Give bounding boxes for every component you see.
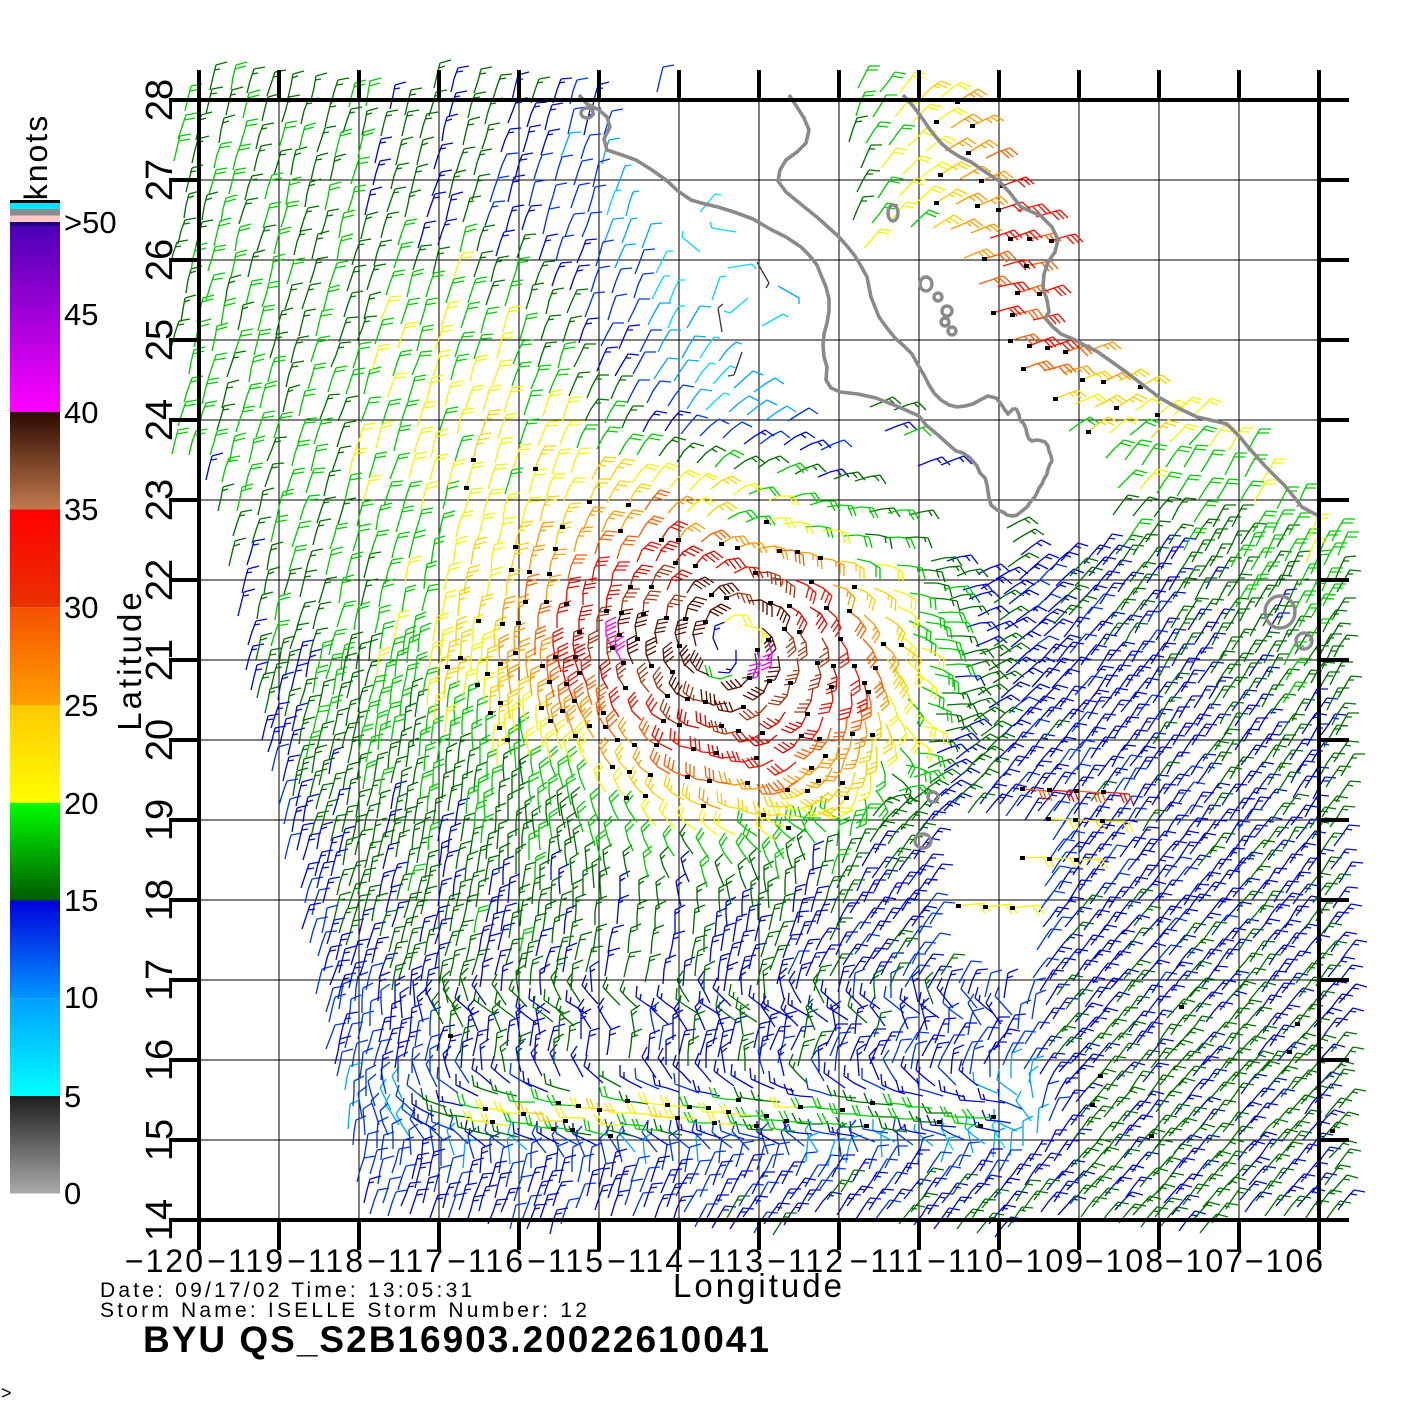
svg-text:BYU QS_S2B16903.20022610041: BYU QS_S2B16903.20022610041 — [143, 1319, 771, 1360]
svg-text:−110: −110 — [927, 1243, 1005, 1279]
svg-text:23: 23 — [139, 479, 181, 521]
svg-text:25: 25 — [64, 688, 98, 723]
svg-text:25: 25 — [139, 319, 181, 361]
svg-text:Storm Name: ISELLE Storm: Storm Name: ISELLE Storm Number: 12 — [100, 1299, 590, 1322]
svg-text:26: 26 — [139, 239, 181, 281]
svg-text:−119: −119 — [207, 1243, 285, 1279]
svg-text:−112: −112 — [767, 1243, 845, 1279]
svg-text:20: 20 — [139, 719, 181, 761]
svg-text:−107: −107 — [1165, 1243, 1245, 1279]
svg-text:15: 15 — [139, 1119, 181, 1161]
svg-text:30: 30 — [64, 590, 98, 625]
svg-text:0: 0 — [64, 1176, 81, 1211]
svg-text:−114: −114 — [607, 1243, 685, 1279]
svg-text:22: 22 — [139, 559, 181, 601]
svg-text:−108: −108 — [1085, 1243, 1165, 1279]
svg-text:19: 19 — [139, 799, 181, 841]
svg-text:35: 35 — [64, 492, 98, 527]
svg-text:−109: −109 — [1005, 1243, 1085, 1279]
svg-text:17: 17 — [139, 959, 181, 1001]
svg-text:10: 10 — [64, 980, 98, 1015]
svg-text:20: 20 — [64, 786, 98, 821]
svg-text:−118: −118 — [287, 1243, 365, 1279]
svg-text:−106: −106 — [1245, 1243, 1325, 1279]
svg-text:−120: −120 — [125, 1243, 205, 1279]
svg-text:knots: knots — [18, 114, 54, 200]
svg-text:5: 5 — [64, 1079, 81, 1114]
svg-text:−111: −111 — [850, 1243, 925, 1279]
svg-text:18: 18 — [139, 879, 181, 921]
svg-text:28: 28 — [139, 79, 181, 121]
svg-text:−113: −113 — [687, 1243, 765, 1279]
svg-text:21: 21 — [139, 639, 181, 681]
svg-text:>50: >50 — [64, 205, 117, 240]
svg-text:>: > — [1, 1383, 12, 1400]
svg-text:−115: −115 — [527, 1243, 605, 1279]
svg-text:45: 45 — [64, 297, 98, 332]
svg-text:27: 27 — [139, 159, 181, 201]
svg-text:Date: 09/17/02 Time: 13:0: Date: 09/17/02 Time: 13:05:31 — [100, 1279, 475, 1302]
svg-text:−117: −117 — [367, 1243, 445, 1279]
svg-text:24: 24 — [139, 399, 181, 441]
svg-text:−116: −116 — [447, 1243, 525, 1279]
svg-text:40: 40 — [64, 395, 98, 430]
svg-text:Longitude: Longitude — [673, 1267, 845, 1304]
svg-text:14: 14 — [139, 1199, 181, 1241]
svg-text:16: 16 — [139, 1039, 181, 1081]
svg-text:Latitude: Latitude — [111, 589, 148, 730]
svg-text:15: 15 — [64, 883, 98, 918]
